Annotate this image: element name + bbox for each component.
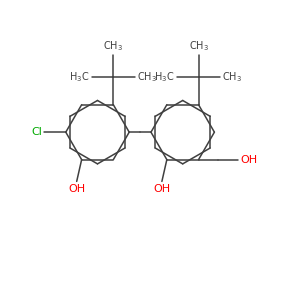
Text: CH$_3$: CH$_3$ — [222, 70, 242, 84]
Text: H$_3$C: H$_3$C — [154, 70, 175, 84]
Text: CH$_3$: CH$_3$ — [103, 39, 123, 53]
Text: CH$_3$: CH$_3$ — [137, 70, 157, 84]
Text: Cl: Cl — [31, 127, 42, 137]
Text: OH: OH — [68, 184, 85, 194]
Text: OH: OH — [153, 184, 170, 194]
Text: H$_3$C: H$_3$C — [69, 70, 90, 84]
Text: CH$_3$: CH$_3$ — [188, 39, 208, 53]
Text: OH: OH — [240, 154, 257, 165]
